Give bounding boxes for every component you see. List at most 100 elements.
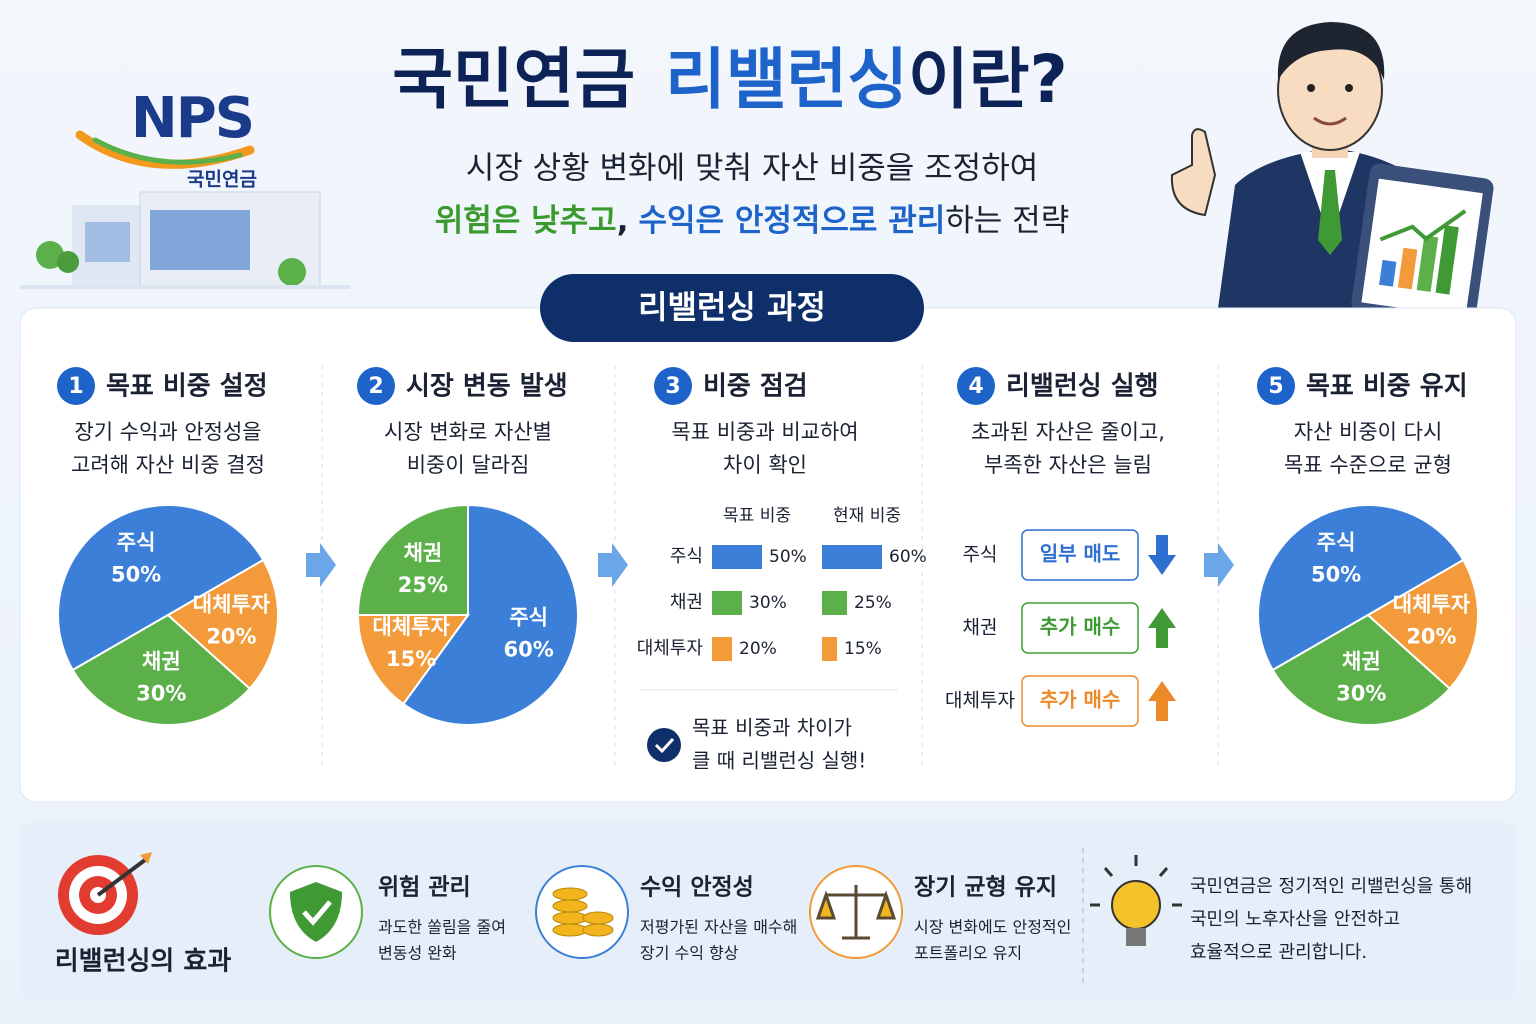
tree <box>57 251 79 273</box>
action-box <box>1021 602 1139 654</box>
target-arrow <box>96 858 147 897</box>
step-arrow <box>306 543 336 587</box>
effects-note: 국민의 노후자산을 안전하고 <box>1190 909 1400 930</box>
bar-value-label: 60% <box>889 547 927 567</box>
action-label: 일부 매도 <box>1040 542 1121 566</box>
subtitle: 시장 상황 변화에 맞춰 자산 비중을 조정하여 <box>466 151 1038 187</box>
step-number: 1 <box>68 374 83 399</box>
clipboard-bar <box>1435 225 1459 295</box>
clipboard-bar <box>1416 235 1439 292</box>
bar <box>822 591 847 615</box>
tie <box>1318 170 1342 255</box>
check-icon <box>647 728 681 762</box>
title-part: 국민연금 <box>392 41 635 118</box>
step-description: 비중이 달라짐 <box>407 453 530 477</box>
effects-note: 효율적으로 관리합니다. <box>1190 942 1367 963</box>
check-mark <box>654 737 675 754</box>
bulb-base <box>1126 928 1146 946</box>
bar-value-label: 50% <box>769 547 807 567</box>
building-windows <box>85 222 130 262</box>
subtitle-comma: , <box>617 203 629 239</box>
pie-label: 채권 <box>142 649 181 673</box>
pie-label: 대체투자 <box>373 615 451 639</box>
bar-value-label: 15% <box>844 639 882 659</box>
effect-title: 위험 관리 <box>378 875 471 901</box>
effects-panel <box>20 822 1516 1000</box>
row-label: 주식 <box>670 546 703 567</box>
note-text: 목표 비중과 차이가 <box>692 716 852 740</box>
bar <box>822 545 882 569</box>
bar <box>822 637 837 661</box>
logo-subtext: 국민연금 <box>187 169 257 191</box>
step-number: 3 <box>665 374 680 399</box>
step-description: 장기 수익과 안정성을 <box>74 420 261 444</box>
process-title-pill <box>540 274 924 342</box>
pie-label: 대체투자 <box>193 593 271 617</box>
direction-arrow <box>1148 608 1176 648</box>
effect-title: 수익 안정성 <box>640 875 754 901</box>
eye <box>1345 84 1353 92</box>
effects-note: 국민연금은 정기적인 리밸런싱을 통해 <box>1190 876 1472 897</box>
asset-label: 주식 <box>963 544 998 566</box>
column-header: 현재 비중 <box>833 506 901 526</box>
row-label: 대체투자 <box>637 638 704 659</box>
pie-label: 채권 <box>1342 649 1381 673</box>
bar <box>712 545 762 569</box>
step-description: 부족한 자산은 늘림 <box>984 453 1152 477</box>
coin <box>552 899 588 913</box>
pie-value-label: 15% <box>386 647 436 671</box>
pie-value-label: 60% <box>504 638 554 662</box>
step-number: 5 <box>1268 374 1283 399</box>
bar <box>712 637 732 661</box>
process-title: 리밸런싱 과정 <box>638 288 826 326</box>
action-box <box>1021 529 1139 581</box>
step-title: 시장 변동 발생 <box>406 372 568 402</box>
direction-arrow <box>1148 535 1176 575</box>
shield-icon <box>290 882 342 942</box>
step-description: 자산 비중이 다시 <box>1294 420 1443 444</box>
pie-slice <box>71 613 252 726</box>
step-title: 리밸런싱 실행 <box>1006 372 1159 402</box>
effect-description: 장기 수익 향상 <box>640 944 739 963</box>
step-title: 목표 비중 설정 <box>106 372 268 402</box>
logo-text: NPS <box>131 86 253 151</box>
column-header: 목표 비중 <box>723 506 791 526</box>
bar-value-label: 30% <box>749 593 787 613</box>
pie-label: 주식 <box>1317 531 1356 555</box>
pie-label: 대체투자 <box>1393 593 1471 617</box>
subtitle-blue: 수익은 안정적으로 관리 <box>638 203 945 239</box>
coin <box>552 911 588 925</box>
eye <box>1307 84 1315 92</box>
step-number-badge <box>957 367 995 405</box>
step-description: 목표 수준으로 균형 <box>1284 453 1452 477</box>
pie-value-label: 30% <box>1336 681 1386 705</box>
step-description: 차이 확인 <box>723 453 807 477</box>
building-windows <box>150 210 250 270</box>
pie-label: 주식 <box>117 531 156 555</box>
coin <box>582 911 614 925</box>
asset-label: 채권 <box>963 617 998 639</box>
coin <box>582 923 614 937</box>
shield-check <box>302 900 332 926</box>
step-description: 고려해 자산 비중 결정 <box>71 453 265 477</box>
step-number: 4 <box>968 374 983 399</box>
pie-slice <box>1271 613 1452 726</box>
bar-value-label: 25% <box>854 593 892 613</box>
main-title: 국민연금 리밸런싱이란? <box>392 41 1068 118</box>
step-title: 비중 점검 <box>703 372 808 402</box>
step-number: 2 <box>368 374 383 399</box>
pie-value-label: 20% <box>206 625 256 649</box>
bulb-icon <box>1090 855 1182 946</box>
coin <box>552 887 588 901</box>
step-number-badge <box>357 367 395 405</box>
step-description: 목표 비중과 비교하여 <box>671 420 858 444</box>
building <box>20 191 350 289</box>
hair <box>1277 22 1385 80</box>
bar <box>712 591 742 615</box>
step-title: 목표 비중 유지 <box>1306 372 1468 402</box>
